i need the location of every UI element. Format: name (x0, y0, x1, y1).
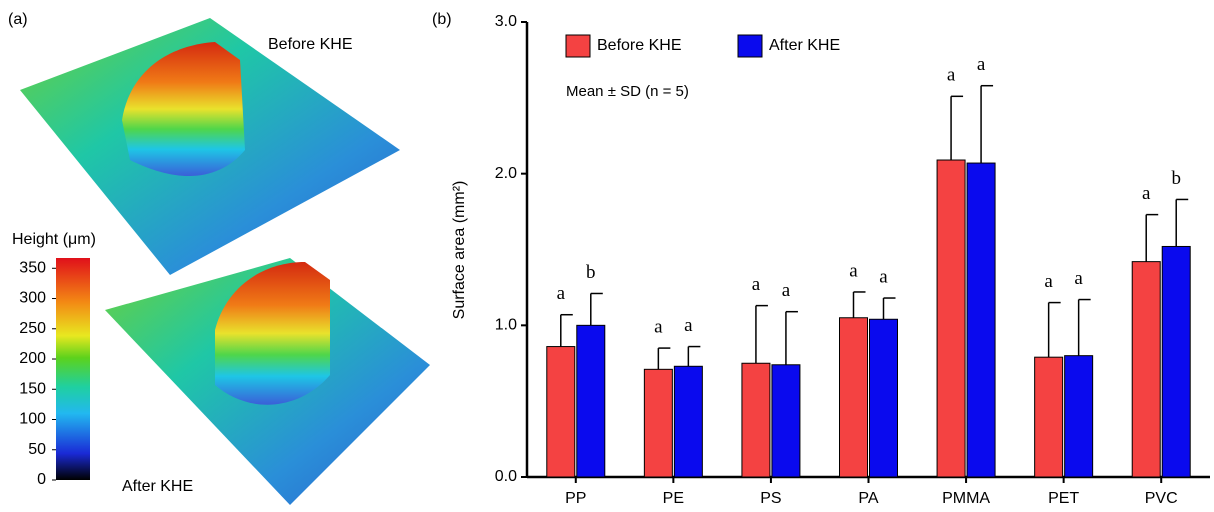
significance-letter: a (879, 266, 888, 287)
significance-letter: a (1142, 183, 1151, 204)
significance-letter: b (1171, 168, 1181, 189)
colorbar-tick-label: 100 (19, 411, 46, 428)
significance-letter: a (684, 315, 693, 336)
x-tick-label: PS (760, 490, 781, 507)
significance-letter: a (977, 54, 986, 75)
x-tick-label: PP (565, 490, 586, 507)
bar (840, 318, 868, 477)
y-tick-label: 2.0 (495, 165, 517, 182)
panel-a: (a) Before KHE After KHE Height (μm) (8, 11, 430, 505)
bar (937, 160, 965, 477)
significance-letter: a (782, 280, 791, 301)
significance-letter: a (1074, 268, 1083, 289)
bar (967, 163, 995, 477)
colorbar-tick-label: 300 (19, 290, 46, 307)
legend-swatch (738, 35, 762, 57)
significance-letter: a (654, 316, 663, 337)
bar (772, 365, 800, 477)
panel-label: (b) (432, 11, 452, 28)
legend-swatch (566, 35, 590, 57)
bar (577, 325, 605, 477)
y-axis-label: Surface area (mm²) (451, 181, 468, 320)
colorbar-tick-label: 150 (19, 380, 46, 397)
x-tick-label: PA (858, 490, 878, 507)
annotation: Mean ± SD (n = 5) (566, 83, 689, 100)
figure: (a) Before KHE After KHE Height (μm) (b)… (0, 0, 1214, 512)
colorbar-tick-label: 50 (28, 441, 46, 458)
surface-label: After KHE (122, 478, 193, 495)
significance-letter: a (752, 274, 761, 295)
colorbar-tick-label: 200 (19, 350, 46, 367)
colorbar-title: Height (μm) (12, 231, 96, 248)
legend-label: After KHE (769, 37, 840, 54)
bar (644, 369, 672, 477)
bar (1035, 357, 1063, 477)
surface-label: Before KHE (268, 36, 352, 53)
colorbar-tick-label: 250 (19, 320, 46, 337)
y-tick-label: 0.0 (495, 468, 517, 485)
significance-letter: a (849, 260, 858, 281)
legend-label: Before KHE (597, 37, 681, 54)
bar (742, 363, 770, 477)
bar (870, 319, 898, 477)
x-tick-label: PE (663, 490, 684, 507)
bar (547, 347, 575, 477)
colorbar (56, 258, 90, 480)
significance-letter: a (947, 65, 956, 86)
bar (1132, 262, 1160, 477)
bar (1065, 356, 1093, 477)
significance-letter: a (1044, 271, 1053, 292)
significance-letter: a (557, 283, 566, 304)
x-tick-label: PMMA (942, 490, 990, 507)
colorbar-tick-label: 350 (19, 260, 46, 277)
bar (1162, 246, 1190, 477)
panel-label: (a) (8, 11, 28, 28)
colorbar-tick-label: 0 (37, 471, 46, 488)
significance-letter: b (586, 262, 596, 283)
y-tick-label: 1.0 (495, 317, 517, 334)
y-tick-label: 3.0 (495, 13, 517, 30)
panel-b: (b) Surface area (mm²) Mean ± SD (n = 5) (432, 11, 689, 319)
x-tick-label: PET (1048, 490, 1079, 507)
x-tick-label: PVC (1145, 490, 1178, 507)
bar (674, 366, 702, 477)
